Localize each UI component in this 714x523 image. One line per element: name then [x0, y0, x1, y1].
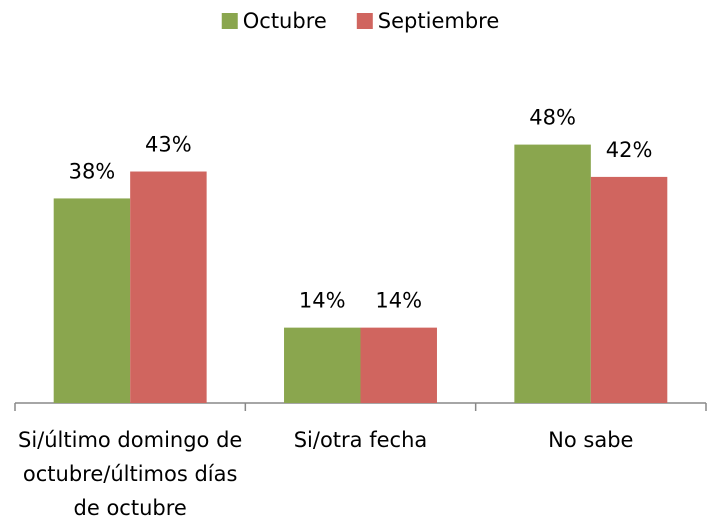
- value-label: 43%: [145, 133, 192, 157]
- legend: Octubre Septiembre: [221, 9, 499, 33]
- value-label: 48%: [529, 106, 576, 130]
- bar: [130, 171, 207, 403]
- x-tick-label: Si/otra fecha: [294, 428, 428, 452]
- value-label: 38%: [69, 159, 116, 183]
- x-tick-label: No sabe: [548, 428, 633, 452]
- bar: [590, 176, 668, 403]
- bar: [53, 198, 131, 403]
- value-label: 14%: [299, 289, 346, 313]
- bar: [284, 327, 361, 403]
- legend-label: Octubre: [243, 9, 327, 33]
- bar: [360, 327, 437, 403]
- value-label: 42%: [606, 138, 653, 162]
- x-tick-label: Si/último domingo de octubre/últimos días…: [18, 428, 242, 520]
- legend-label: Septiembre: [378, 9, 499, 33]
- legend-swatch: [221, 13, 238, 29]
- value-label: 14%: [375, 289, 422, 313]
- legend-swatch: [356, 13, 373, 29]
- bar: [514, 144, 591, 403]
